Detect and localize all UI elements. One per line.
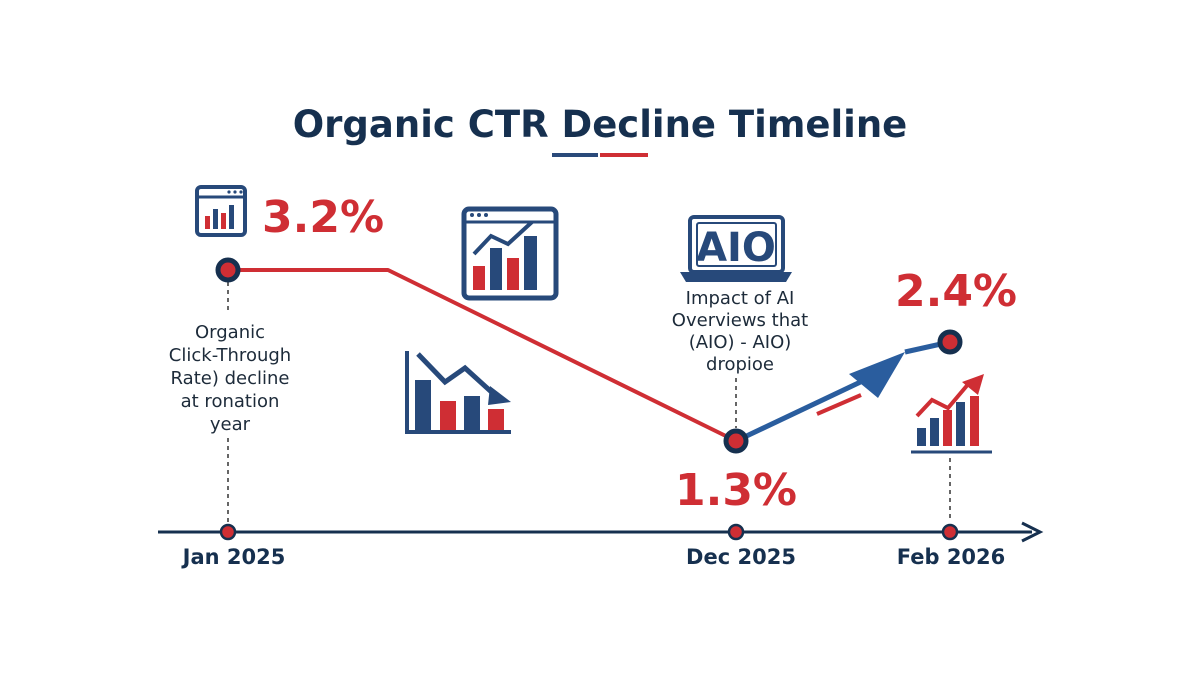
annotation-line: Impact of AI: [686, 288, 795, 309]
timeline-axis-arrowhead: [1021, 521, 1044, 543]
tick-label-dec-2025: Dec 2025: [686, 545, 796, 569]
axis-dot-jan: [219, 523, 237, 541]
data-point-dec-2025: [723, 428, 749, 454]
data-point-jan-2025: [215, 257, 241, 283]
annotation-organic-ctr: Organic Click-Through Rate) decline at rona…: [169, 322, 291, 435]
annotation-line: Rate) decline: [171, 368, 290, 389]
bar-chart-window-icon: [195, 185, 247, 237]
data-label-1-3: 1.3%: [675, 465, 797, 516]
annotation-line: (AIO) - AIO): [689, 332, 792, 353]
growth-chart-window-icon: [461, 206, 559, 301]
tick-label-jan-2025: Jan 2025: [181, 545, 286, 569]
data-label-3-2: 3.2%: [262, 192, 384, 243]
ctr-decline-line: [228, 268, 737, 443]
annotation-line: dropioe: [706, 354, 774, 375]
annotation-line: at ronation: [181, 391, 280, 412]
data-label-2-4: 2.4%: [895, 266, 1017, 317]
annotation-line: Organic: [195, 322, 265, 343]
annotation-line: year: [210, 414, 251, 435]
aio-logo-text: AIO: [696, 225, 776, 271]
aio-laptop-icon: AIO: [680, 215, 792, 282]
title-underline: [552, 153, 648, 157]
rising-bar-chart-icon: [911, 374, 992, 454]
declining-bar-chart-icon: [405, 351, 511, 434]
axis-dot-feb: [941, 523, 959, 541]
annotation-line: Click-Through: [169, 345, 291, 366]
chart-title: Organic CTR Decline Timeline: [293, 103, 908, 146]
annotation-line: Overviews that: [672, 310, 808, 331]
axis-dot-dec: [727, 523, 745, 541]
data-point-feb-2026: [937, 329, 963, 355]
tick-label-feb-2026: Feb 2026: [897, 545, 1006, 569]
annotation-aio-impact: Impact of AI Overviews that (AIO) - AIO) dr…: [672, 288, 808, 375]
